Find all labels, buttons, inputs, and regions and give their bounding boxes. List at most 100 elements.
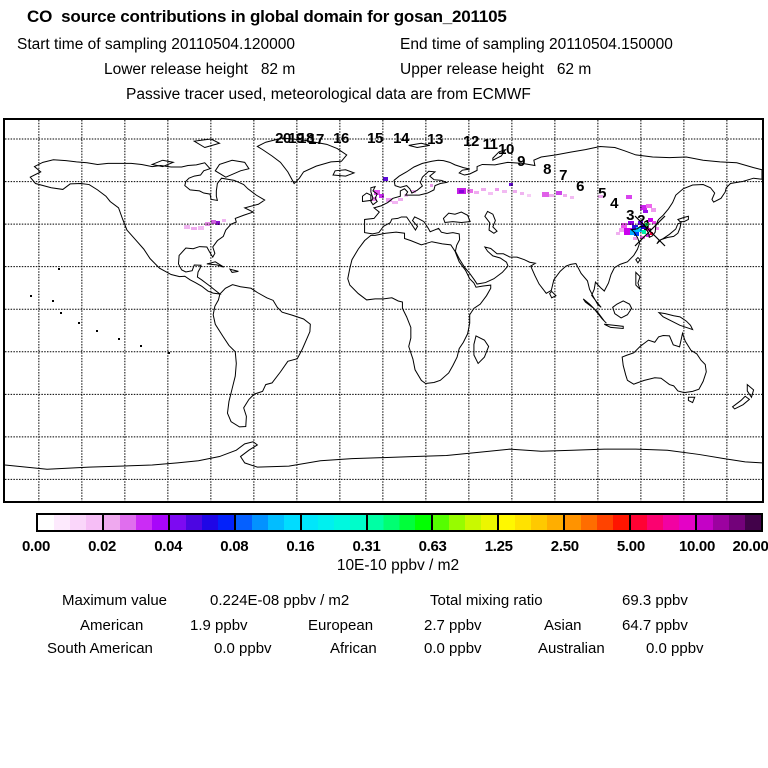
- trajectory-hour-label: 11: [482, 135, 498, 153]
- concentration-cell: [624, 228, 632, 235]
- tracer-info-label: Passive tracer used, meteorological data…: [126, 86, 531, 103]
- concentration-cell: [641, 225, 646, 229]
- concentration-cell: [643, 210, 648, 213]
- concentration-cell: [411, 190, 416, 193]
- concentration-cell: [633, 237, 637, 240]
- region-value: 1.9 ppbv: [190, 617, 248, 634]
- concentration-cell: [570, 196, 574, 199]
- coastlines-and-grid: [5, 120, 762, 501]
- island-dot: [96, 330, 98, 332]
- region-value: 0.0 ppbv: [214, 640, 272, 657]
- concentration-cell: [642, 230, 646, 234]
- colorbar-tick-label: 0.00: [22, 538, 50, 555]
- trajectory-hour-label: 9: [517, 152, 525, 170]
- concentration-cell: [191, 227, 197, 230]
- coastline: [636, 272, 640, 289]
- colorbar-segment: [697, 515, 761, 530]
- concentration-cell: [549, 194, 554, 197]
- colorbar: [36, 513, 763, 532]
- coastline: [409, 143, 430, 147]
- island-dot: [60, 312, 62, 314]
- concentration-cell: [542, 192, 549, 197]
- page-title: CO source contributions in global domain…: [27, 7, 507, 26]
- trajectory-hour-label: 6: [576, 177, 584, 195]
- concentration-cell: [652, 221, 656, 224]
- trajectory-hour-label: 16: [333, 129, 349, 147]
- concentration-cell: [211, 220, 216, 224]
- coastline: [613, 301, 632, 318]
- region-value: 2.7 ppbv: [424, 617, 482, 634]
- coastline: [5, 442, 762, 470]
- concentration-cell: [398, 198, 403, 201]
- concentration-cell: [379, 194, 384, 198]
- trajectory-hour-label: 14: [393, 129, 409, 147]
- island-dot: [140, 345, 142, 347]
- concentration-cell: [640, 205, 647, 210]
- region-name: Asian: [544, 617, 582, 634]
- receptor-cross-marker: [634, 215, 666, 247]
- colorbar-tick-label: 20.00: [732, 538, 768, 555]
- concentration-cell: [374, 190, 380, 195]
- coastline: [230, 269, 238, 272]
- colorbar-tick-label: 0.63: [418, 538, 447, 555]
- concentration-cell: [467, 189, 473, 193]
- concentration-cell: [392, 201, 398, 204]
- island-dot: [78, 322, 80, 324]
- concentration-cell: [216, 221, 220, 225]
- colorbar-unit-label: 10E-10 ppbv / m2: [336, 557, 460, 574]
- concentration-cell: [651, 208, 656, 212]
- coastline: [474, 336, 489, 364]
- region-name: American: [80, 617, 144, 634]
- coastline: [152, 160, 173, 166]
- concentration-cell: [502, 190, 507, 193]
- concentration-cell: [372, 197, 377, 201]
- region-value: 0.0 ppbv: [646, 640, 704, 657]
- coastline: [194, 139, 219, 147]
- trajectory-hour-label: 2: [637, 213, 645, 228]
- concentration-cell: [655, 227, 659, 230]
- maximum-value: 0.224E-08 ppbv / m2: [210, 592, 350, 609]
- trajectory-hour-label: 3: [626, 206, 634, 224]
- concentration-cell: [184, 225, 190, 229]
- concentration-cell: [430, 184, 433, 187]
- coastline: [348, 232, 491, 383]
- coastline: [688, 397, 694, 402]
- trajectory-hour-label: 4: [610, 194, 618, 212]
- colorbar-tick-label: 10.00: [678, 538, 716, 555]
- colorbar-segment: [169, 515, 236, 530]
- region-name: European: [308, 617, 374, 634]
- trajectory-hour-label: 5: [598, 184, 606, 202]
- lower-release-label: Lower release height 82 m: [104, 61, 296, 78]
- island-dot: [118, 338, 120, 340]
- colorbar-tick-label: 0.31: [352, 538, 381, 555]
- trajectory-hour-label: 8: [543, 160, 551, 178]
- colorbar-tick-label: 1.25: [484, 538, 513, 555]
- start-time-label: Start time of sampling 20110504.120000: [17, 36, 296, 53]
- concentration-cell: [520, 192, 524, 195]
- concentration-cell: [527, 194, 531, 197]
- coastline: [657, 223, 681, 244]
- end-time-label: End time of sampling 20110504.150000: [400, 36, 673, 53]
- maximum-value-label: Maximum value: [62, 592, 168, 609]
- coastline: [365, 146, 762, 307]
- concentration-cell: [626, 195, 632, 199]
- concentration-cell: [646, 204, 652, 208]
- island-dot: [30, 295, 32, 297]
- coastline: [659, 313, 693, 330]
- coastline: [215, 160, 249, 177]
- concentration-cell: [563, 194, 567, 197]
- trajectory-hour-label: 15: [367, 129, 383, 147]
- coastline: [371, 187, 377, 205]
- coastline: [257, 138, 346, 184]
- coastline: [213, 285, 310, 427]
- colorbar-segment: [38, 515, 104, 530]
- colorbar-segment: [367, 515, 434, 530]
- colorbar-segment: [301, 515, 368, 530]
- colorbar-tick-label: 5.00: [616, 538, 645, 555]
- trajectory-hour-label: 13: [427, 130, 443, 148]
- coastline: [493, 150, 506, 161]
- concentration-cell: [636, 227, 642, 232]
- region-name: African: [330, 640, 377, 657]
- concentration-cell: [628, 221, 634, 225]
- trajectory-hour-label: 18: [298, 129, 314, 147]
